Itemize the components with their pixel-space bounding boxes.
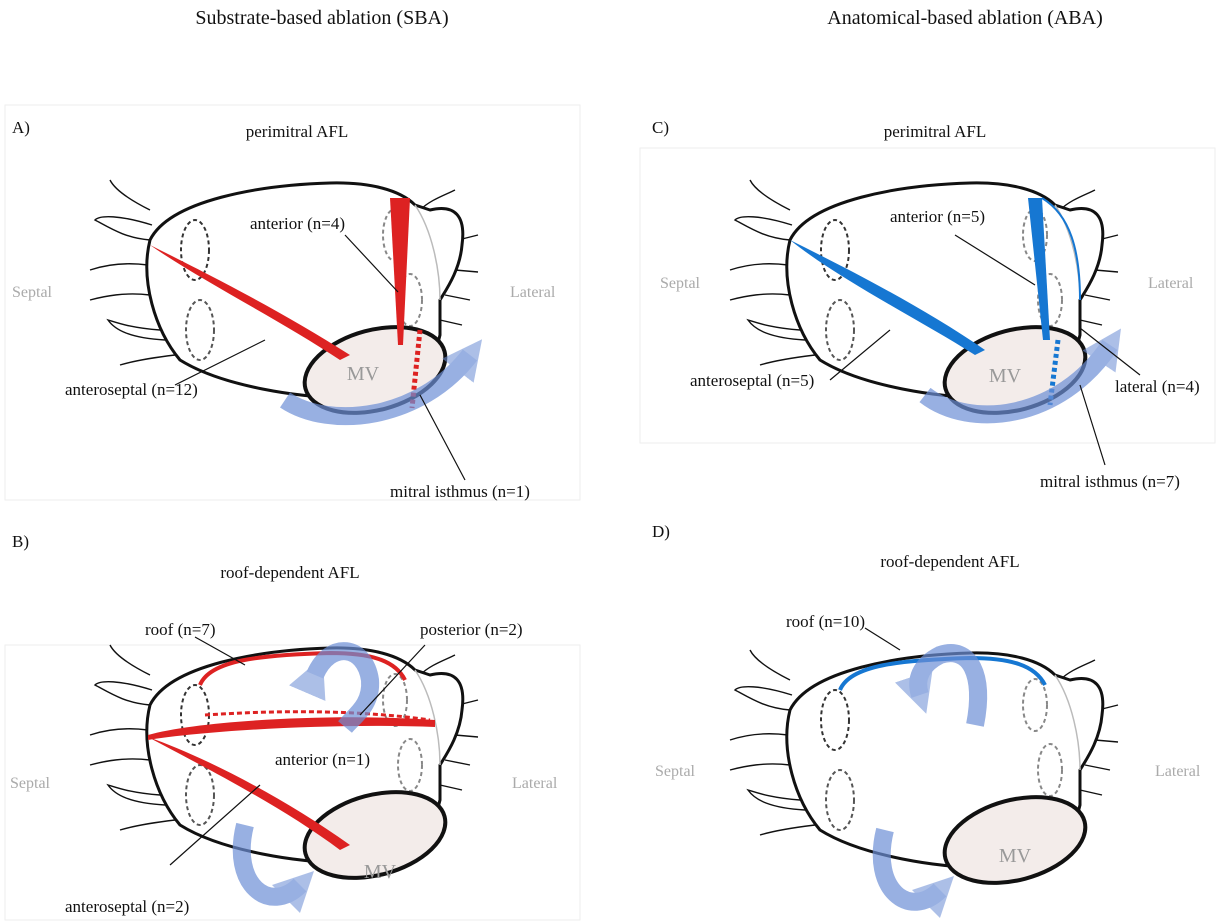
lesion-label: roof (n=7) bbox=[145, 620, 215, 639]
panel-frame bbox=[639, 147, 1216, 444]
lesion-label: anterior (n=4) bbox=[250, 214, 345, 233]
lesion bbox=[1047, 339, 1061, 406]
lesion bbox=[1041, 197, 1081, 301]
septal-label: Septal bbox=[660, 275, 701, 292]
lesion-label: mitral isthmus (n=7) bbox=[1040, 472, 1180, 491]
lesion-label: anterior (n=5) bbox=[890, 207, 985, 226]
mv-label: MV bbox=[347, 363, 380, 385]
lateral-label: Lateral bbox=[510, 284, 556, 301]
panel: B) roof-dependent AFL Septal Lateral MV … bbox=[4, 532, 581, 921]
leader bbox=[174, 234, 466, 481]
lateral-label: Lateral bbox=[1155, 763, 1201, 780]
lesion bbox=[150, 245, 350, 360]
leader bbox=[169, 636, 426, 866]
arrow bbox=[288, 642, 380, 734]
lesion bbox=[390, 198, 410, 345]
lesion-label: anteroseptal (n=5) bbox=[690, 371, 814, 390]
column-header: Anatomical-based ablation (ABA) bbox=[827, 7, 1102, 29]
panel-letter: A) bbox=[12, 118, 30, 137]
lateral-label: Lateral bbox=[1148, 275, 1194, 292]
panel-letter: C) bbox=[652, 118, 669, 137]
column-header: Substrate-based ablation (SBA) bbox=[195, 7, 448, 29]
panel-frame bbox=[4, 644, 581, 921]
panel-frame bbox=[4, 104, 581, 501]
arrow bbox=[232, 822, 315, 914]
panel-title: perimitral AFL bbox=[884, 122, 986, 141]
panel: D) roof-dependent AFL Septal Lateral MV … bbox=[652, 522, 1201, 919]
panel-title: perimitral AFL bbox=[246, 122, 348, 141]
lesion bbox=[148, 717, 435, 740]
arrow bbox=[872, 827, 955, 919]
lesion-label: roof (n=10) bbox=[786, 612, 865, 631]
panel-letter: B) bbox=[12, 532, 29, 551]
lateral-label: Lateral bbox=[512, 775, 558, 792]
panel: C) perimitral AFL Septal Lateral MV ante… bbox=[639, 118, 1216, 491]
lesion-label: mitral isthmus (n=1) bbox=[390, 482, 530, 501]
panel-letter: D) bbox=[652, 522, 670, 541]
panel-title: roof-dependent AFL bbox=[880, 552, 1019, 571]
mv-label: MV bbox=[364, 861, 397, 883]
septal-label: Septal bbox=[10, 775, 51, 792]
lesion bbox=[148, 737, 350, 850]
mv-label: MV bbox=[999, 845, 1032, 867]
lesion bbox=[204, 710, 431, 722]
septal-label: Septal bbox=[12, 284, 53, 301]
arrow bbox=[894, 644, 988, 727]
arrow bbox=[280, 339, 483, 426]
leader bbox=[829, 234, 1141, 466]
panel-title: roof-dependent AFL bbox=[220, 563, 359, 582]
mv-label: MV bbox=[989, 365, 1022, 387]
lesion-label: anteroseptal (n=12) bbox=[65, 380, 198, 399]
leader bbox=[864, 627, 901, 651]
lesion-label: anterior (n=1) bbox=[275, 750, 370, 769]
lesion bbox=[1028, 198, 1050, 340]
lesion-label: posterior (n=2) bbox=[420, 620, 523, 639]
septal-label: Septal bbox=[655, 763, 696, 780]
lesion-label: anteroseptal (n=2) bbox=[65, 897, 189, 916]
arrow bbox=[919, 328, 1121, 424]
panel: A) perimitral AFL Septal Lateral MV ante… bbox=[4, 104, 581, 501]
lesion-label: lateral (n=4) bbox=[1115, 377, 1200, 396]
lesion bbox=[790, 240, 985, 355]
